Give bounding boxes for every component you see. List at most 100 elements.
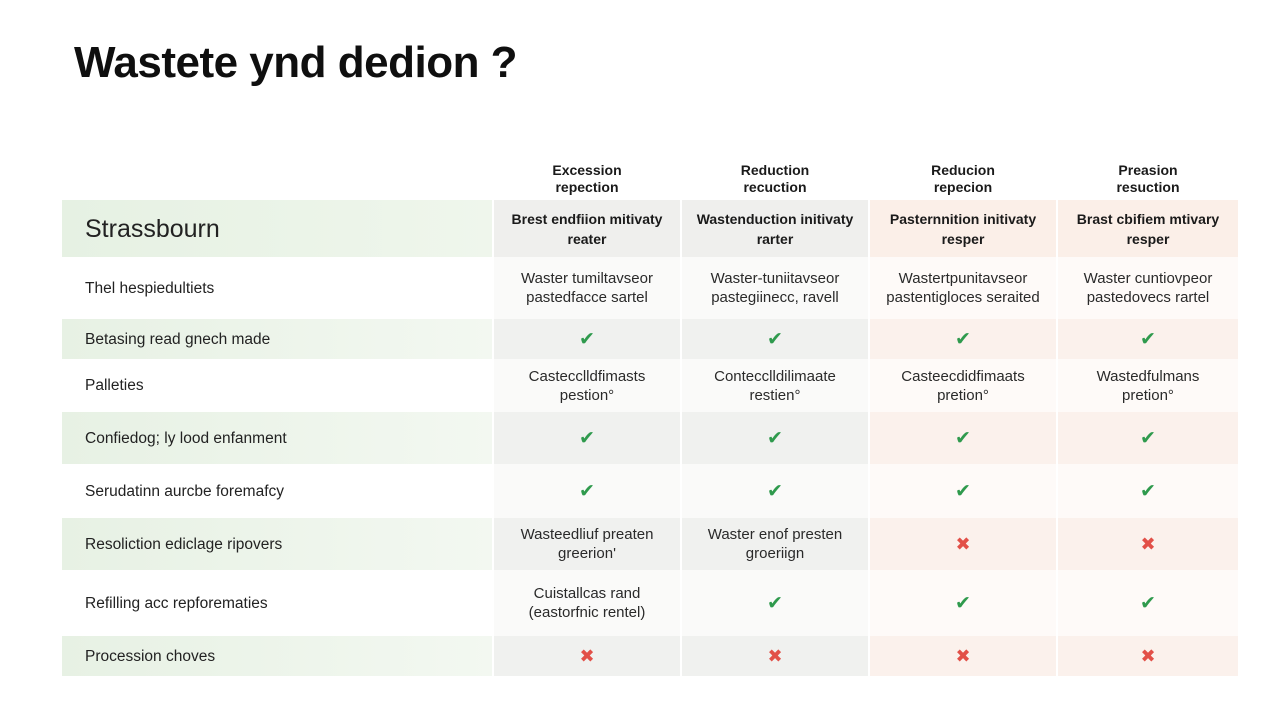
cross-icon: ✖ [579,646,595,666]
cell-text: Waster tumiltavseor pastedfacce sartel [521,270,653,306]
table-cell: ✔ [682,570,870,636]
table-cell: ✔ [682,412,870,464]
table-body: Thel hespiedultiets Waster tumiltavseor p… [62,257,1238,676]
row-label: Procession choves [62,636,494,676]
subheader-row: Strassbourn Brest endfiion mitivaty reat… [62,200,1238,257]
table-cell: ✔ [1058,464,1238,518]
subheader-cell-1: Brest endfiion mitivaty reater [494,200,682,257]
table-cell: ✖ [1058,636,1238,676]
cell-text: Casteecdidfimaats pretion° [901,367,1025,404]
cell-text: Waster cuntiovpeor pastedovecs rartel [1083,270,1213,306]
table-row: Palleties Castecclldfimasts pestion° Conte… [62,359,1238,412]
cell-text: Wastertpunitavseor pastentigloces serait… [886,270,1040,306]
cell-text: Wastedfulmans pretion° [1096,367,1200,404]
row-label: Resoliction ediclage ripovers [62,518,494,570]
table-row: Procession choves ✖ ✖ ✖ ✖ [62,636,1238,676]
table-cell: Castecclldfimasts pestion° [494,359,682,412]
check-icon: ✔ [1140,480,1156,502]
column-header-row: Excession repection Reduction recuction … [62,158,1238,200]
row-label: Confiedog; ly lood enfanment [62,412,494,464]
table-cell: ✔ [1058,412,1238,464]
cross-icon: ✖ [955,534,971,554]
table-row: Serudatinn aurcbe foremafcy ✔ ✔ ✔ ✔ [62,464,1238,518]
comparison-table: Excession repection Reduction recuction … [62,158,1238,676]
table-cell: Waster cuntiovpeor pastedovecs rartel [1058,257,1238,319]
page-title: Wastete ynd dedion ? [74,38,518,87]
subheader-cell-text: Wastenduction initivaty rarter [696,210,854,247]
table-cell: ✔ [494,412,682,464]
check-icon: ✔ [1140,592,1156,614]
column-header-label: Reduction recuction [740,162,810,195]
column-header-label: Excession repection [552,162,622,195]
table-cell: ✖ [494,636,682,676]
table-cell: ✔ [870,464,1058,518]
cross-icon: ✖ [955,646,971,666]
check-icon: ✔ [955,427,971,449]
column-header-4: Preasion resuction [1058,158,1238,200]
cell-text: Contecclldilimaate restien° [714,367,836,404]
cell-text: Castecclldfimasts pestion° [528,367,646,404]
cell-text: Waster-tuniitavseor pastegiinecc, ravell [710,270,840,306]
check-icon: ✔ [955,592,971,614]
table-cell: Wasteedliuf preaten greerion' [494,518,682,570]
check-icon: ✔ [955,480,971,502]
check-icon: ✔ [1140,427,1156,449]
table-cell: ✔ [682,319,870,359]
table-row: Thel hespiedultiets Waster tumiltavseor p… [62,257,1238,319]
column-header-1: Excession repection [494,158,682,200]
check-icon: ✔ [579,480,595,502]
row-label: Serudatinn aurcbe foremafcy [62,464,494,518]
row-label: Palleties [62,359,494,412]
table-cell: Cuistallcas rand (eastorfnic rentel) [494,570,682,636]
table-cell: Waster enof presten groeriign [682,518,870,570]
table-cell: Wastertpunitavseor pastentigloces serait… [870,257,1058,319]
cell-text: Waster enof presten groeriign [707,526,843,562]
column-header-3: Reducion repecion [870,158,1058,200]
check-icon: ✔ [579,427,595,449]
table-cell: ✔ [494,319,682,359]
table-cell: ✖ [682,636,870,676]
table-cell: Waster-tuniitavseor pastegiinecc, ravell [682,257,870,319]
table-cell: ✔ [870,319,1058,359]
row-label: Betasing read gnech made [62,319,494,359]
table-cell: ✖ [1058,518,1238,570]
table-cell: Waster tumiltavseor pastedfacce sartel [494,257,682,319]
subheader-cell-text: Brast cbifiem mtivary resper [1076,210,1220,247]
cross-icon: ✖ [767,646,783,666]
table-row: Refilling acc repforematies Cuistallcas r… [62,570,1238,636]
column-header-2: Reduction recuction [682,158,870,200]
row-label: Thel hespiedultiets [62,257,494,319]
cross-icon: ✖ [1140,534,1156,554]
check-icon: ✔ [767,427,783,449]
column-header-label: Reducion repecion [931,162,995,195]
check-icon: ✔ [767,328,783,350]
subheader-cell-text: Pasternnition initivaty resper [889,210,1037,247]
table-cell: Wastedfulmans pretion° [1058,359,1238,412]
table-cell: ✔ [494,464,682,518]
check-icon: ✔ [579,328,595,350]
subheader-cell-4: Brast cbifiem mtivary resper [1058,200,1238,257]
header-spacer [62,158,494,200]
table-cell: ✔ [870,412,1058,464]
table-cell: ✔ [1058,319,1238,359]
table-cell: Casteecdidfimaats pretion° [870,359,1058,412]
check-icon: ✔ [767,480,783,502]
row-label: Refilling acc repforematies [62,570,494,636]
cell-text: Cuistallcas rand (eastorfnic rentel) [528,585,646,621]
table-cell: ✖ [870,518,1058,570]
column-header-label: Preasion resuction [1116,162,1180,195]
table-cell: ✔ [870,570,1058,636]
subheader-cell-text: Brest endfiion mitivaty reater [511,210,663,247]
table-row: Confiedog; ly lood enfanment ✔ ✔ ✔ ✔ [62,412,1238,464]
table-row: Betasing read gnech made ✔ ✔ ✔ ✔ [62,319,1238,359]
subheader-cell-2: Wastenduction initivaty rarter [682,200,870,257]
table-cell: ✔ [682,464,870,518]
subheader-label: Strassbourn [62,200,494,257]
table-cell: ✖ [870,636,1058,676]
cell-text: Wasteedliuf preaten greerion' [520,526,654,562]
subheader-cell-3: Pasternnition initivaty resper [870,200,1058,257]
cross-icon: ✖ [1140,646,1156,666]
check-icon: ✔ [1140,328,1156,350]
check-icon: ✔ [767,592,783,614]
table-row: Resoliction ediclage ripovers Wasteedliuf… [62,518,1238,570]
